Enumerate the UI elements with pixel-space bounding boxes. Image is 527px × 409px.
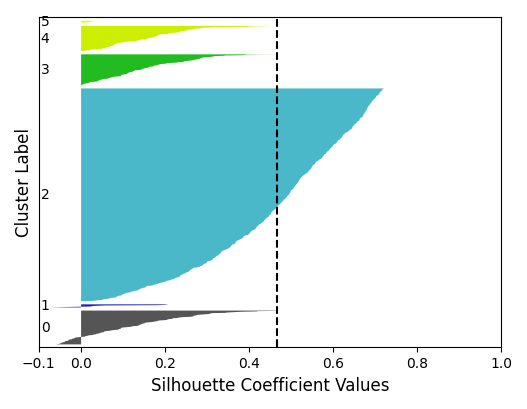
Text: 2: 2 [41, 188, 50, 202]
Y-axis label: Cluster Label: Cluster Label [15, 128, 33, 237]
Text: 4: 4 [41, 32, 50, 46]
Text: 5: 5 [41, 15, 50, 29]
Text: 1: 1 [41, 299, 50, 312]
Text: 0: 0 [41, 320, 50, 334]
X-axis label: Silhouette Coefficient Values: Silhouette Coefficient Values [151, 376, 389, 394]
Text: 3: 3 [41, 63, 50, 77]
